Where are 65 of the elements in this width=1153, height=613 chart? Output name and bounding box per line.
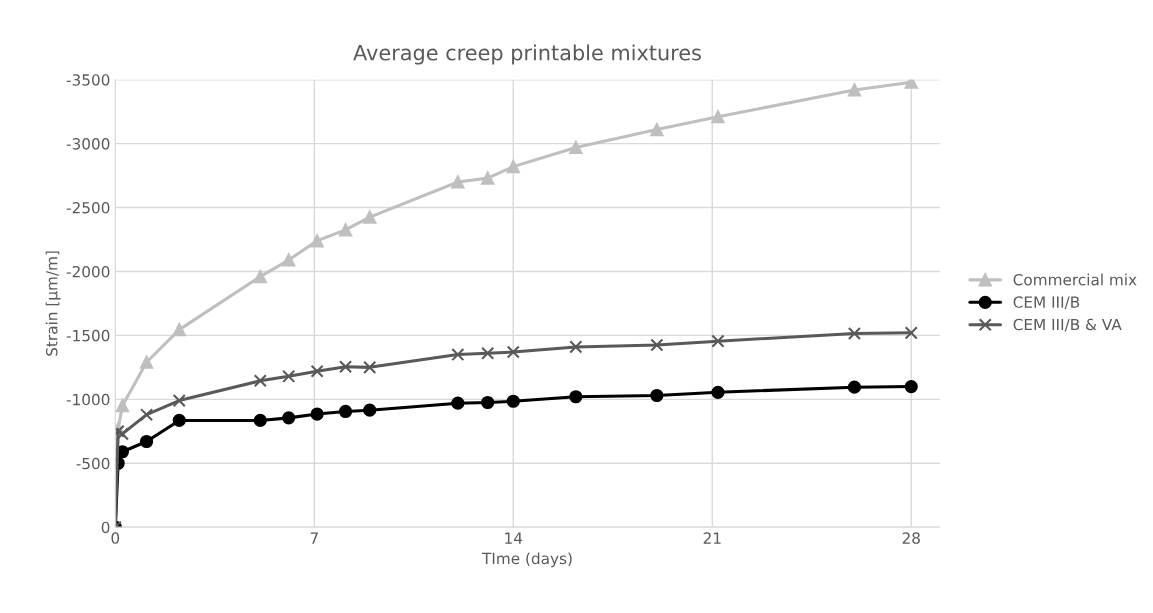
point xyxy=(338,404,353,419)
point xyxy=(569,340,583,354)
point xyxy=(904,326,918,340)
x-axis-title: TIme (days) xyxy=(481,552,572,568)
x-tick-label: 0 xyxy=(111,532,120,544)
point xyxy=(711,110,725,124)
point xyxy=(506,160,520,174)
point xyxy=(711,385,725,399)
point xyxy=(481,395,495,410)
legend-label: Commercial mix xyxy=(1013,273,1137,286)
point xyxy=(569,390,583,404)
point xyxy=(847,326,862,341)
point xyxy=(172,394,186,408)
point xyxy=(451,396,465,410)
point xyxy=(139,408,154,422)
point xyxy=(172,413,186,428)
point xyxy=(711,334,725,348)
point xyxy=(253,413,267,428)
point xyxy=(904,379,918,394)
point xyxy=(363,403,377,417)
point xyxy=(253,374,267,388)
y-tick-label: -1500 xyxy=(66,329,110,342)
legend-label: CEM III/B & VA xyxy=(1013,318,1122,332)
point xyxy=(282,411,296,425)
x-tick-label: 28 xyxy=(902,532,920,544)
point xyxy=(650,122,664,137)
point xyxy=(451,175,465,189)
point xyxy=(363,360,377,374)
point xyxy=(569,140,583,155)
point xyxy=(650,388,664,403)
point xyxy=(115,399,129,413)
point xyxy=(310,234,324,248)
y-tick-label: -2000 xyxy=(66,265,110,278)
y-tick-label: -3000 xyxy=(66,138,110,150)
point xyxy=(338,360,353,374)
point xyxy=(310,407,324,421)
y-tick-label: -1000 xyxy=(66,393,110,406)
legend-label: CEM III/B xyxy=(1013,296,1080,310)
point xyxy=(904,79,918,89)
point xyxy=(481,171,495,185)
y-tick-label: -3500 xyxy=(66,74,110,86)
point xyxy=(282,253,296,267)
point xyxy=(650,338,664,352)
point xyxy=(139,355,154,369)
point xyxy=(310,364,324,378)
point xyxy=(253,269,267,284)
point xyxy=(481,346,495,360)
y-axis-title: Strain [µm/m] xyxy=(45,251,61,356)
point xyxy=(506,345,520,359)
x-tick-label: 14 xyxy=(505,532,523,544)
point xyxy=(282,369,296,383)
chart-title: Average creep printable mixtures xyxy=(353,44,701,65)
y-tick-label: -2500 xyxy=(66,202,110,214)
x-tick-label: 21 xyxy=(703,532,721,544)
point xyxy=(338,223,353,237)
point xyxy=(363,210,377,224)
y-tick-label: 0 xyxy=(101,521,110,534)
point xyxy=(172,323,186,337)
x-tick-label: 7 xyxy=(310,532,318,544)
point xyxy=(847,83,862,97)
point xyxy=(847,380,862,394)
point xyxy=(451,347,465,362)
point xyxy=(139,434,154,449)
y-tick-label: -500 xyxy=(76,457,110,470)
point xyxy=(506,394,520,408)
